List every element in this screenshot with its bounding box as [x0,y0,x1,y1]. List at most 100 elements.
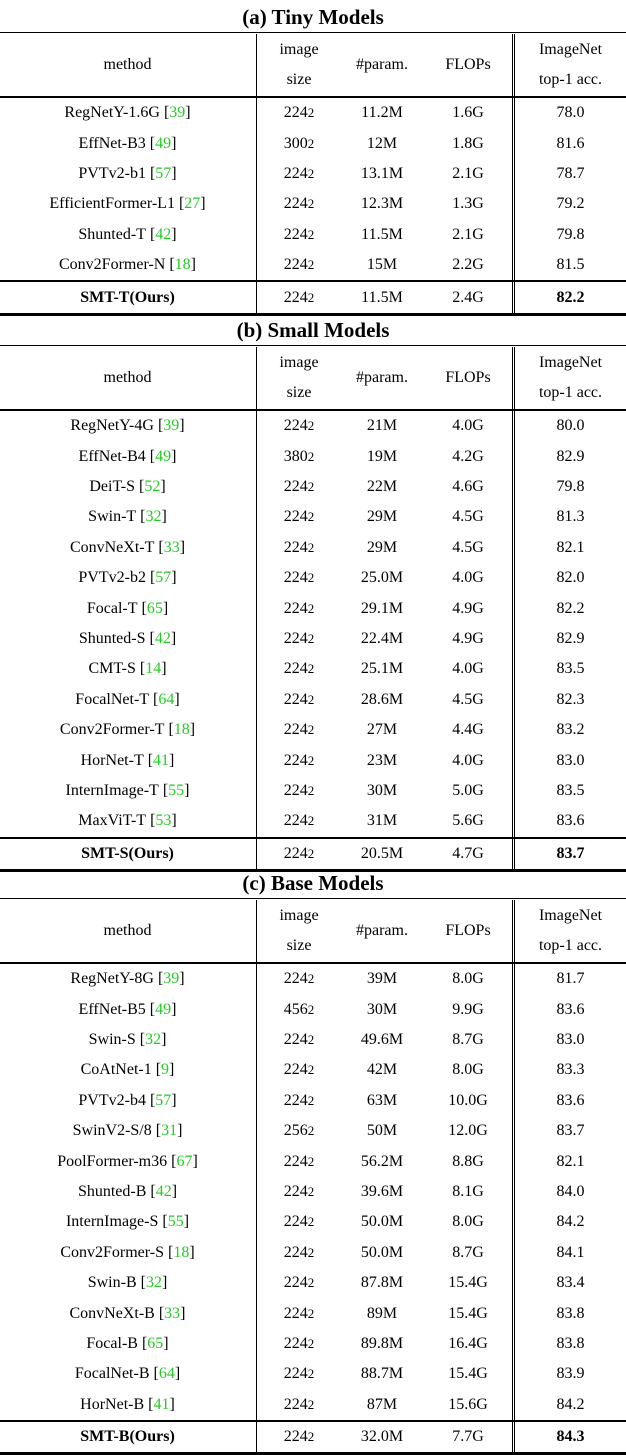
col-header-method: method [103,56,152,73]
image-size-cell: 224 2 [283,1152,315,1170]
citation: [57] [145,1091,177,1109]
col-header-image-size-line2: size [286,71,312,88]
method-name: Swin-S [88,1030,136,1048]
citation: [65] [137,1334,169,1352]
method-cell: Swin-T [32] [0,502,255,532]
image-size-cell: 456 2 [283,1000,315,1018]
citation-link[interactable]: 42 [154,629,171,647]
image-size-cell: 224 2 [283,1061,315,1079]
col-header-image-size: image size [258,900,340,962]
citation-link[interactable]: 18 [173,1243,190,1261]
params-cell: 12M [366,134,398,152]
method-cell: CoAtNet-1 [9] [0,1055,255,1085]
table-row: RegNetY-4G [39] 224 2 21M 4.0G 80.0 [0,411,626,441]
citation-link[interactable]: 65 [146,599,163,617]
method-cell: Focal-T [65] [0,593,255,623]
method-name: ConvNeXt-B [69,1304,155,1322]
citation-link[interactable]: 18 [174,256,191,274]
flops-cell: 4.9G [452,599,484,617]
accuracy-cell: 82.9 [556,629,585,647]
citation-link[interactable]: 57 [155,569,172,587]
section-title: (a) Tiny Models [242,5,384,29]
method-name: SwinV2-S/8 [72,1122,152,1140]
citation-link[interactable]: 53 [155,812,172,830]
params-cell: 25.0M [360,569,404,587]
citation-link[interactable]: 42 [155,1182,172,1200]
citation: [42] [145,225,177,243]
citation-link[interactable]: 14 [145,660,162,678]
accuracy-cell: 82.1 [556,1152,585,1170]
rule [0,1420,626,1422]
header-row: method image size #param. FLOPs ImageNet top-1… [0,347,626,409]
flops-cell: 2.1G [452,225,484,243]
params-cell: 63M [366,1091,398,1109]
citation-link[interactable]: 64 [158,1365,175,1383]
col-header-image-size-line2: size [286,384,312,401]
citation-link[interactable]: 39 [163,970,180,988]
accuracy-cell: 81.7 [556,970,585,988]
flops-cell: 15.4G [448,1274,488,1292]
table-row: Shunted-B [42] 224 2 39.6M 8.1G 84.0 [0,1177,626,1207]
col-header-params: #param. [356,922,408,939]
citation: [42] [146,1182,178,1200]
citation-link[interactable]: 49 [155,134,172,152]
citation-link[interactable]: 55 [167,1213,184,1231]
citation-link[interactable]: 57 [155,1091,172,1109]
citation: [32] [135,1030,167,1048]
image-size-cell: 224 2 [283,256,315,274]
citation-link[interactable]: 41 [153,1395,170,1413]
method-name: EffNet-B4 [78,447,146,465]
citation-link[interactable]: 65 [147,1334,164,1352]
citation-link[interactable]: 32 [145,508,162,526]
method-name: RegNetY-8G [70,970,154,988]
citation-link[interactable]: 32 [145,1274,162,1292]
flops-cell: 2.2G [452,256,484,274]
accuracy-cell: 83.8 [556,1304,585,1322]
citation-link[interactable]: 31 [161,1122,178,1140]
flops-cell: 12.0G [448,1122,488,1140]
citation-link[interactable]: 49 [155,447,172,465]
citation-link[interactable]: 33 [163,538,180,556]
citation-link[interactable]: 64 [158,690,175,708]
citation-link[interactable]: 52 [144,477,161,495]
method-name: PoolFormer-m36 [57,1152,168,1170]
citation-link[interactable]: 39 [169,104,186,122]
citation-link[interactable]: 33 [164,1304,181,1322]
table-row: PoolFormer-m36 [67] 224 2 56.2M 8.8G 82.1 [0,1146,626,1176]
method-cell: ConvNeXt-B [33] [0,1298,255,1328]
rule [0,409,626,411]
column-divider [514,900,515,1453]
citation-link[interactable]: 55 [168,781,185,799]
params-cell: 12.3M [360,195,404,213]
image-size-value: 224 [283,1213,308,1231]
citation-link[interactable]: 49 [155,1000,172,1018]
params-cell: 56.2M [360,1152,404,1170]
method-cell: Conv2Former-S [18] [0,1238,255,1268]
citation-link[interactable]: 32 [145,1030,162,1048]
citation-link[interactable]: 27 [184,195,201,213]
image-size-cell: 224 2 [283,812,315,830]
citation: [57] [145,164,177,182]
method-cell: DeiT-S [52] [0,472,255,502]
citation: [9] [151,1061,175,1079]
citation-link[interactable]: 18 [173,721,190,739]
citation-link[interactable]: 42 [155,225,172,243]
image-size-cell: 224 2 [283,569,315,587]
image-size-value: 224 [283,1365,308,1383]
citation-link[interactable]: 39 [163,417,180,435]
image-size-value: 224 [283,225,308,243]
citation-link[interactable]: 57 [155,164,172,182]
rule [0,836,626,839]
params-cell: 88.7M [360,1365,404,1383]
flops-cell: 7.7G [452,1428,484,1446]
citation-link[interactable]: 9 [161,1061,170,1079]
accuracy-cell: 83.6 [556,1091,585,1109]
table-row: Conv2Former-T [18] 224 2 27M 4.4G 83.2 [0,715,626,745]
params-cell: 39.6M [360,1182,404,1200]
method-name: InternImage-T [65,781,159,799]
table-row: Swin-S [32] 224 2 49.6M 8.7G 83.0 [0,1025,626,1055]
ours-method-name: SMT-S(Ours) [81,844,174,862]
citation-link[interactable]: 67 [176,1152,193,1170]
image-size-cell: 224 2 [283,781,315,799]
citation-link[interactable]: 41 [153,751,170,769]
